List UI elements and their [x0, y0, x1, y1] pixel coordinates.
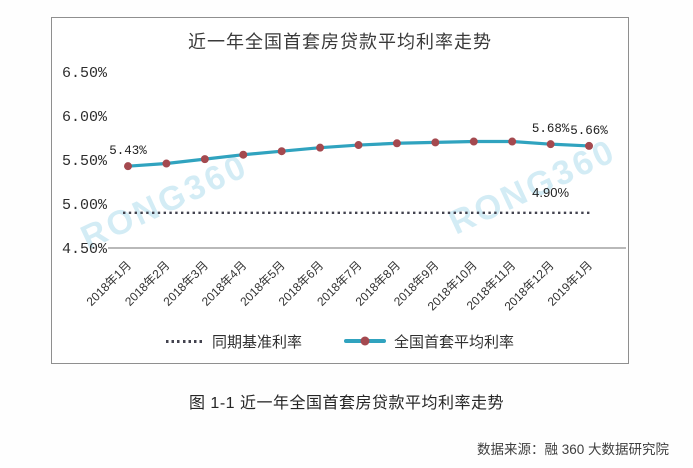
dotted-line-swatch-icon	[165, 339, 204, 343]
y-axis-tick-label: 5.50%	[62, 153, 108, 170]
data-point-marker	[392, 139, 401, 148]
data-point-marker	[200, 155, 209, 164]
legend-label-baseline: 同期基准利率	[211, 333, 302, 351]
y-axis-tick-label: 5.00%	[62, 197, 108, 214]
y-axis-tick-label: 4.50%	[62, 241, 108, 258]
figure-caption: 图 1-1 近一年全国首套房贷款平均利率走势	[188, 395, 505, 412]
value-annotation: 5.43%	[109, 144, 147, 158]
value-annotation: 5.66%	[570, 124, 608, 138]
data-point-marker	[124, 162, 132, 171]
data-source: 数据来源：融 360 大数据研究院	[476, 442, 669, 457]
chart-panel	[51, 17, 629, 364]
value-annotation: 4.90%	[532, 185, 569, 200]
data-point-marker	[277, 147, 286, 156]
line-marker-swatch-icon	[344, 336, 386, 346]
chart-title: 近一年全国首套房贷款平均利率走势	[188, 32, 492, 52]
data-point-marker	[431, 138, 440, 147]
data-point-marker	[508, 137, 517, 146]
data-point-marker	[546, 140, 555, 149]
legend: 同期基准利率 全国首套平均利率	[51, 330, 629, 352]
legend-item-baseline: 同期基准利率	[165, 331, 302, 352]
legend-label-series: 全国首套平均利率	[394, 333, 515, 351]
data-point-marker	[239, 150, 248, 159]
data-point-marker	[354, 141, 363, 150]
data-point-marker	[585, 141, 594, 150]
value-annotation: 5.68%	[532, 122, 570, 136]
y-axis-tick-label: 6.00%	[62, 109, 108, 126]
data-point-marker	[469, 137, 478, 146]
data-point-marker	[316, 143, 325, 152]
legend-item-series: 全国首套平均利率	[344, 331, 514, 352]
y-axis-tick-label: 6.50%	[62, 65, 108, 82]
data-point-marker	[162, 159, 171, 168]
